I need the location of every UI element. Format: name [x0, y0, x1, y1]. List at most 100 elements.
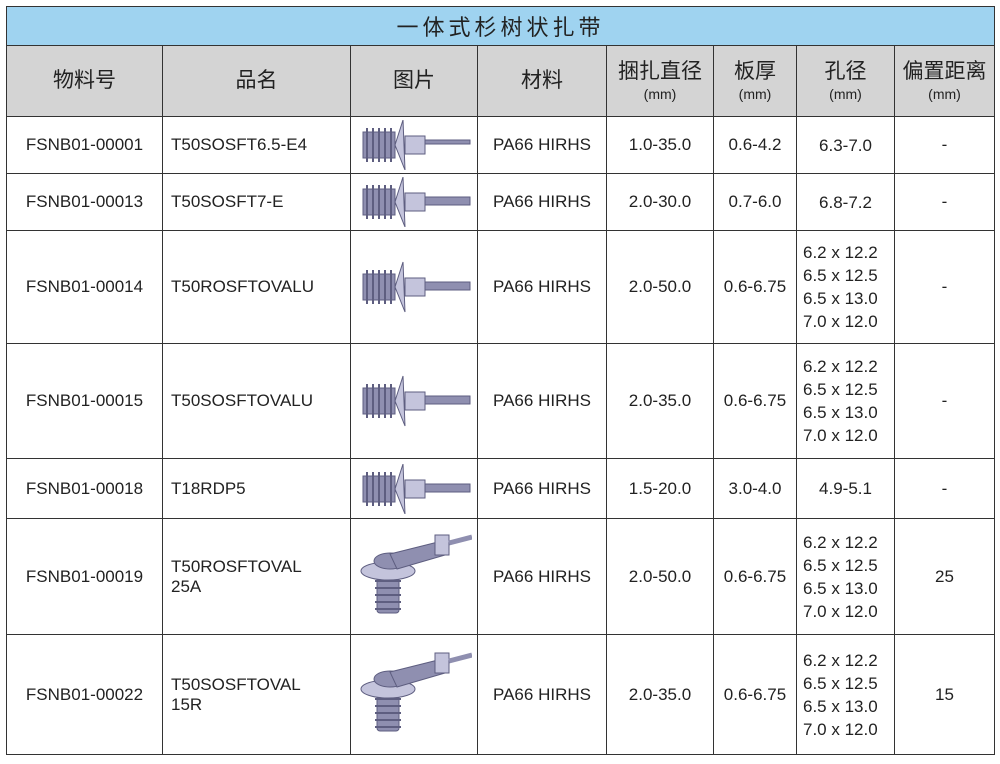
column-header: 品名 [162, 45, 351, 117]
hole-size-line: 7.0 x 12.0 [803, 719, 878, 739]
column-unit: (mm) [738, 86, 772, 102]
hole-size-line: 6.3-7.0 [819, 135, 872, 155]
hole-size: 6.2 x 12.2 6.5 x 12.5 6.5 x 13.0 7.0 x 12.0 [796, 518, 895, 635]
hole-size-line: 6.5 x 12.5 [803, 380, 878, 399]
material: PA66 HIRHS [477, 230, 607, 344]
product-name: T18RDP5 [162, 458, 351, 519]
product-image-tree-clip-oval [350, 230, 478, 344]
hole-size-line: 7.0 x 12.0 [803, 601, 878, 621]
table-row: FSNB01-00018 T18RDP5 PA66 HIRHS 1.5-20.0… [6, 458, 996, 519]
product-name: T50SOSFT7-E [162, 173, 351, 231]
product-name: T50ROSFTOVAL 25A [162, 518, 351, 635]
table-title: 一体式杉树状扎带 [5, 6, 996, 46]
product-name-line: T50ROSFTOVALU [171, 277, 314, 296]
panel-thickness: 0.6-6.75 [713, 518, 797, 635]
part-number: FSNB01-00019 [6, 518, 163, 635]
column-label: 材料 [521, 69, 563, 92]
hole-size-line: 6.5 x 13.0 [803, 696, 878, 716]
product-image-tree-clip-angled [350, 116, 478, 174]
column-label: 品名 [235, 69, 278, 92]
product-name: T50SOSFT6.5-E4 [162, 116, 351, 174]
hole-size-line: 6.5 x 13.0 [803, 578, 878, 598]
product-table: 一体式杉树状扎带 物料号 品名 图片 材料 捆扎直径 (mm) 板厚 (mm) 孔径 (mm) 偏置… [5, 6, 996, 755]
bundle-diameter: 2.0-35.0 [606, 634, 714, 755]
table-row: FSNB01-00015 T50SOSFTOVALU PA66 HIRHS 2.… [6, 343, 996, 459]
column-label: 偏置距离 [902, 60, 987, 83]
part-number: FSNB01-00022 [6, 634, 163, 755]
hole-size-line: 6.5 x 13.0 [803, 403, 878, 422]
hole-size: 6.2 x 12.2 6.5 x 12.5 6.5 x 13.0 7.0 x 12.0 [796, 343, 895, 459]
column-unit: (mm) [928, 86, 961, 102]
column-header: 孔径 (mm) [796, 45, 895, 117]
column-header: 偏置距离 (mm) [893, 45, 996, 117]
hole-size-line: 6.8-7.2 [819, 192, 872, 212]
product-name: T50SOSFTOVALU [162, 343, 351, 459]
offset-distance: 25 [893, 518, 996, 635]
column-header: 物料号 [6, 45, 163, 117]
hole-size-line: 7.0 x 12.0 [803, 426, 878, 445]
hole-size-line: 6.5 x 12.5 [803, 673, 878, 693]
panel-thickness: 0.6-4.2 [713, 116, 797, 174]
hole-size: 6.8-7.2 [796, 173, 895, 231]
product-name-line: 15R [171, 694, 203, 714]
hole-size-line: 7.0 x 12.0 [803, 312, 878, 331]
panel-thickness: 0.6-6.75 [713, 230, 797, 344]
part-number: FSNB01-00018 [6, 458, 163, 519]
bundle-diameter: 2.0-30.0 [606, 173, 714, 231]
hole-size: 6.2 x 12.2 6.5 x 12.5 6.5 x 13.0 7.0 x 12.0 [796, 634, 895, 755]
part-number: FSNB01-00015 [6, 343, 163, 459]
table-row: FSNB01-00014 T50ROSFTOVALU PA66 HIRHS 2.… [6, 230, 996, 344]
bundle-diameter: 1.0-35.0 [606, 116, 714, 174]
hole-size-line: 6.2 x 12.2 [803, 357, 878, 376]
column-header: 捆扎直径 (mm) [606, 45, 714, 117]
table-row: FSNB01-00013 T50SOSFT7-E PA66 HIRHS 2.0-… [6, 173, 996, 231]
part-number: FSNB01-00001 [6, 116, 163, 174]
material: PA66 HIRHS [477, 116, 607, 174]
bundle-diameter: 2.0-35.0 [606, 343, 714, 459]
column-unit: (mm) [643, 86, 677, 102]
hole-size-line: 6.2 x 12.2 [803, 650, 878, 670]
hole-size-line: 6.2 x 12.2 [803, 243, 878, 262]
offset-distance: - [893, 458, 996, 519]
product-name-line: T50SOSFT6.5-E4 [171, 135, 308, 154]
bundle-diameter: 2.0-50.0 [606, 230, 714, 344]
product-name-line: T18RDP5 [171, 478, 246, 498]
offset-distance: 15 [893, 634, 996, 755]
column-label: 孔径 [824, 60, 867, 83]
bundle-diameter: 1.5-20.0 [606, 458, 714, 519]
hole-size: 4.9-5.1 [796, 458, 895, 519]
material: PA66 HIRHS [477, 173, 607, 231]
hole-size-line: 6.5 x 12.5 [803, 555, 878, 575]
bundle-diameter: 2.0-50.0 [606, 518, 714, 635]
product-image-offset-tree-clip [350, 634, 478, 755]
offset-distance: - [893, 173, 996, 231]
material: PA66 HIRHS [477, 458, 607, 519]
hole-size-line: 4.9-5.1 [819, 479, 872, 498]
table-row: FSNB01-00001 T50SOSFT6.5-E4 PA66 HIRHS 1… [6, 116, 996, 174]
column-label: 板厚 [734, 60, 776, 83]
panel-thickness: 0.6-6.75 [713, 343, 797, 459]
product-image-tree-clip-straight [350, 173, 478, 231]
material: PA66 HIRHS [477, 634, 607, 755]
hole-size-line: 6.5 x 12.5 [803, 266, 878, 285]
hole-size-line: 6.2 x 12.2 [803, 532, 878, 552]
hole-size: 6.2 x 12.2 6.5 x 12.5 6.5 x 13.0 7.0 x 12.0 [796, 230, 895, 344]
material: PA66 HIRHS [477, 343, 607, 459]
material: PA66 HIRHS [477, 518, 607, 635]
part-number: FSNB01-00013 [6, 173, 163, 231]
product-image-offset-tree-clip [350, 518, 478, 635]
hole-size: 6.3-7.0 [796, 116, 895, 174]
offset-distance: - [893, 230, 996, 344]
column-label: 捆扎直径 [618, 60, 702, 83]
panel-thickness: 0.7-6.0 [713, 173, 797, 231]
column-header: 材料 [477, 45, 607, 117]
column-unit: (mm) [829, 86, 862, 102]
column-header: 板厚 (mm) [713, 45, 797, 117]
column-label: 图片 [393, 69, 435, 92]
product-name: T50ROSFTOVALU [162, 230, 351, 344]
column-header: 图片 [350, 45, 478, 117]
product-name: T50SOSFTOVAL 15R [162, 634, 351, 755]
table-row: FSNB01-00019 T50ROSFTOVAL 25A PA66 HIRHS … [6, 518, 996, 635]
hole-size-line: 6.5 x 13.0 [803, 289, 878, 308]
product-image-tree-clip-oval [350, 343, 478, 459]
